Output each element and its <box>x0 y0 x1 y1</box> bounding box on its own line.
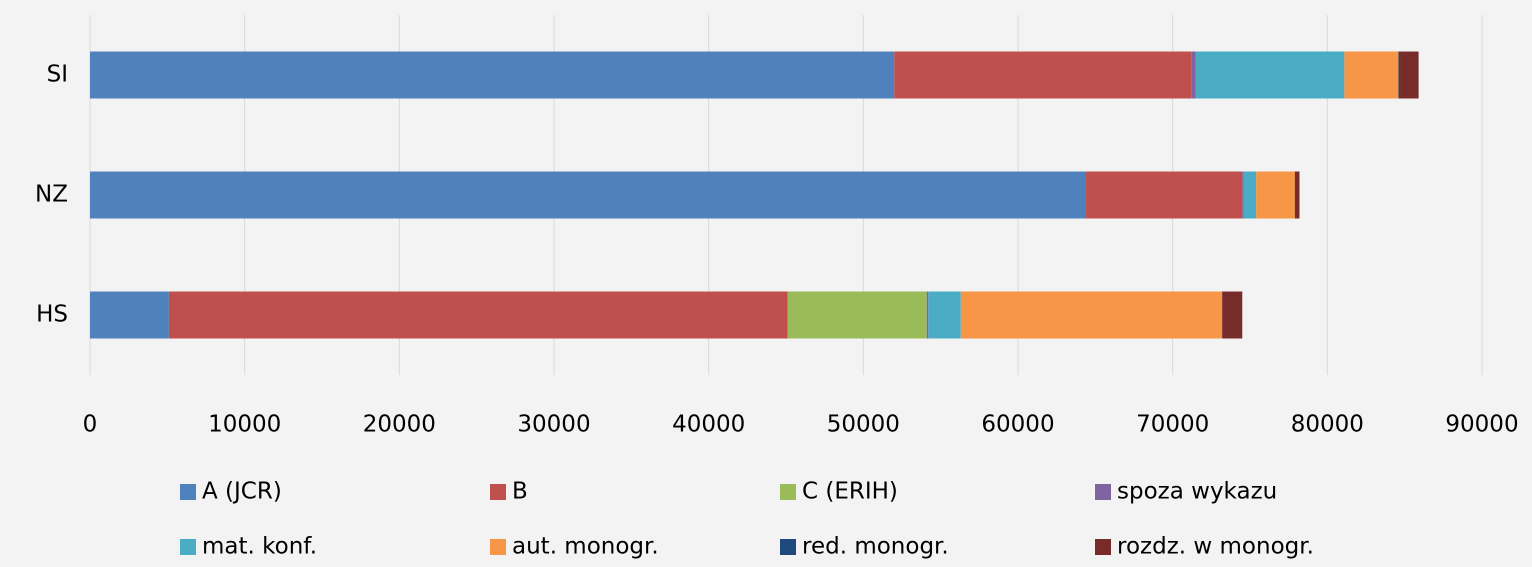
bar-segment <box>1243 171 1257 219</box>
x-tick-label: 30000 <box>517 412 590 438</box>
x-tick-label: 50000 <box>827 412 900 438</box>
x-tick-label: 80000 <box>1291 412 1364 438</box>
x-tick-label: 0 <box>83 412 98 438</box>
bar-segment <box>1398 51 1401 99</box>
legend-swatch <box>780 484 796 500</box>
legend-label: B <box>512 479 528 505</box>
y-tick-label: HS <box>36 302 68 328</box>
legend-label: aut. monogr. <box>512 534 659 560</box>
bar-segment <box>787 291 927 339</box>
bar-segment <box>1400 51 1419 99</box>
bar-segment <box>1344 51 1399 99</box>
bar-segment <box>1294 171 1300 219</box>
x-tick-label: 10000 <box>208 412 281 438</box>
bar-segment <box>1242 171 1244 219</box>
x-tick-label: 20000 <box>363 412 436 438</box>
bar-segment <box>1191 51 1196 99</box>
legend-swatch <box>1095 539 1111 555</box>
bar-segment <box>1222 291 1243 339</box>
bar-segment <box>90 291 169 339</box>
bar-segment <box>926 291 929 339</box>
legend-swatch <box>180 539 196 555</box>
legend-swatch <box>490 539 506 555</box>
y-tick-label: NZ <box>35 182 68 208</box>
bar-segment <box>90 171 1087 219</box>
legend-swatch <box>780 539 796 555</box>
legend-label: C (ERIH) <box>802 479 898 505</box>
bar-segment <box>90 51 895 99</box>
bar-segment <box>1256 171 1295 219</box>
bar-segment <box>168 291 788 339</box>
x-tick-label: 70000 <box>1136 412 1209 438</box>
bar-segment <box>928 291 961 339</box>
bar-segment <box>894 51 1192 99</box>
bar-segment <box>1086 171 1243 219</box>
x-tick-label: 60000 <box>981 412 1054 438</box>
y-tick-label: SI <box>47 62 68 88</box>
x-tick-label: 90000 <box>1445 412 1518 438</box>
bar-segment <box>1195 51 1345 99</box>
legend-swatch <box>490 484 506 500</box>
x-tick-label: 40000 <box>672 412 745 438</box>
legend-label: red. monogr. <box>802 534 949 560</box>
legend-swatch <box>1095 484 1111 500</box>
legend-label: mat. konf. <box>202 534 317 560</box>
legend-swatch <box>180 484 196 500</box>
legend-label: rozdz. w monogr. <box>1117 534 1314 560</box>
legend-label: A (JCR) <box>202 479 282 505</box>
bar-segment <box>960 291 1223 339</box>
legend-label: spoza wykazu <box>1117 479 1277 505</box>
